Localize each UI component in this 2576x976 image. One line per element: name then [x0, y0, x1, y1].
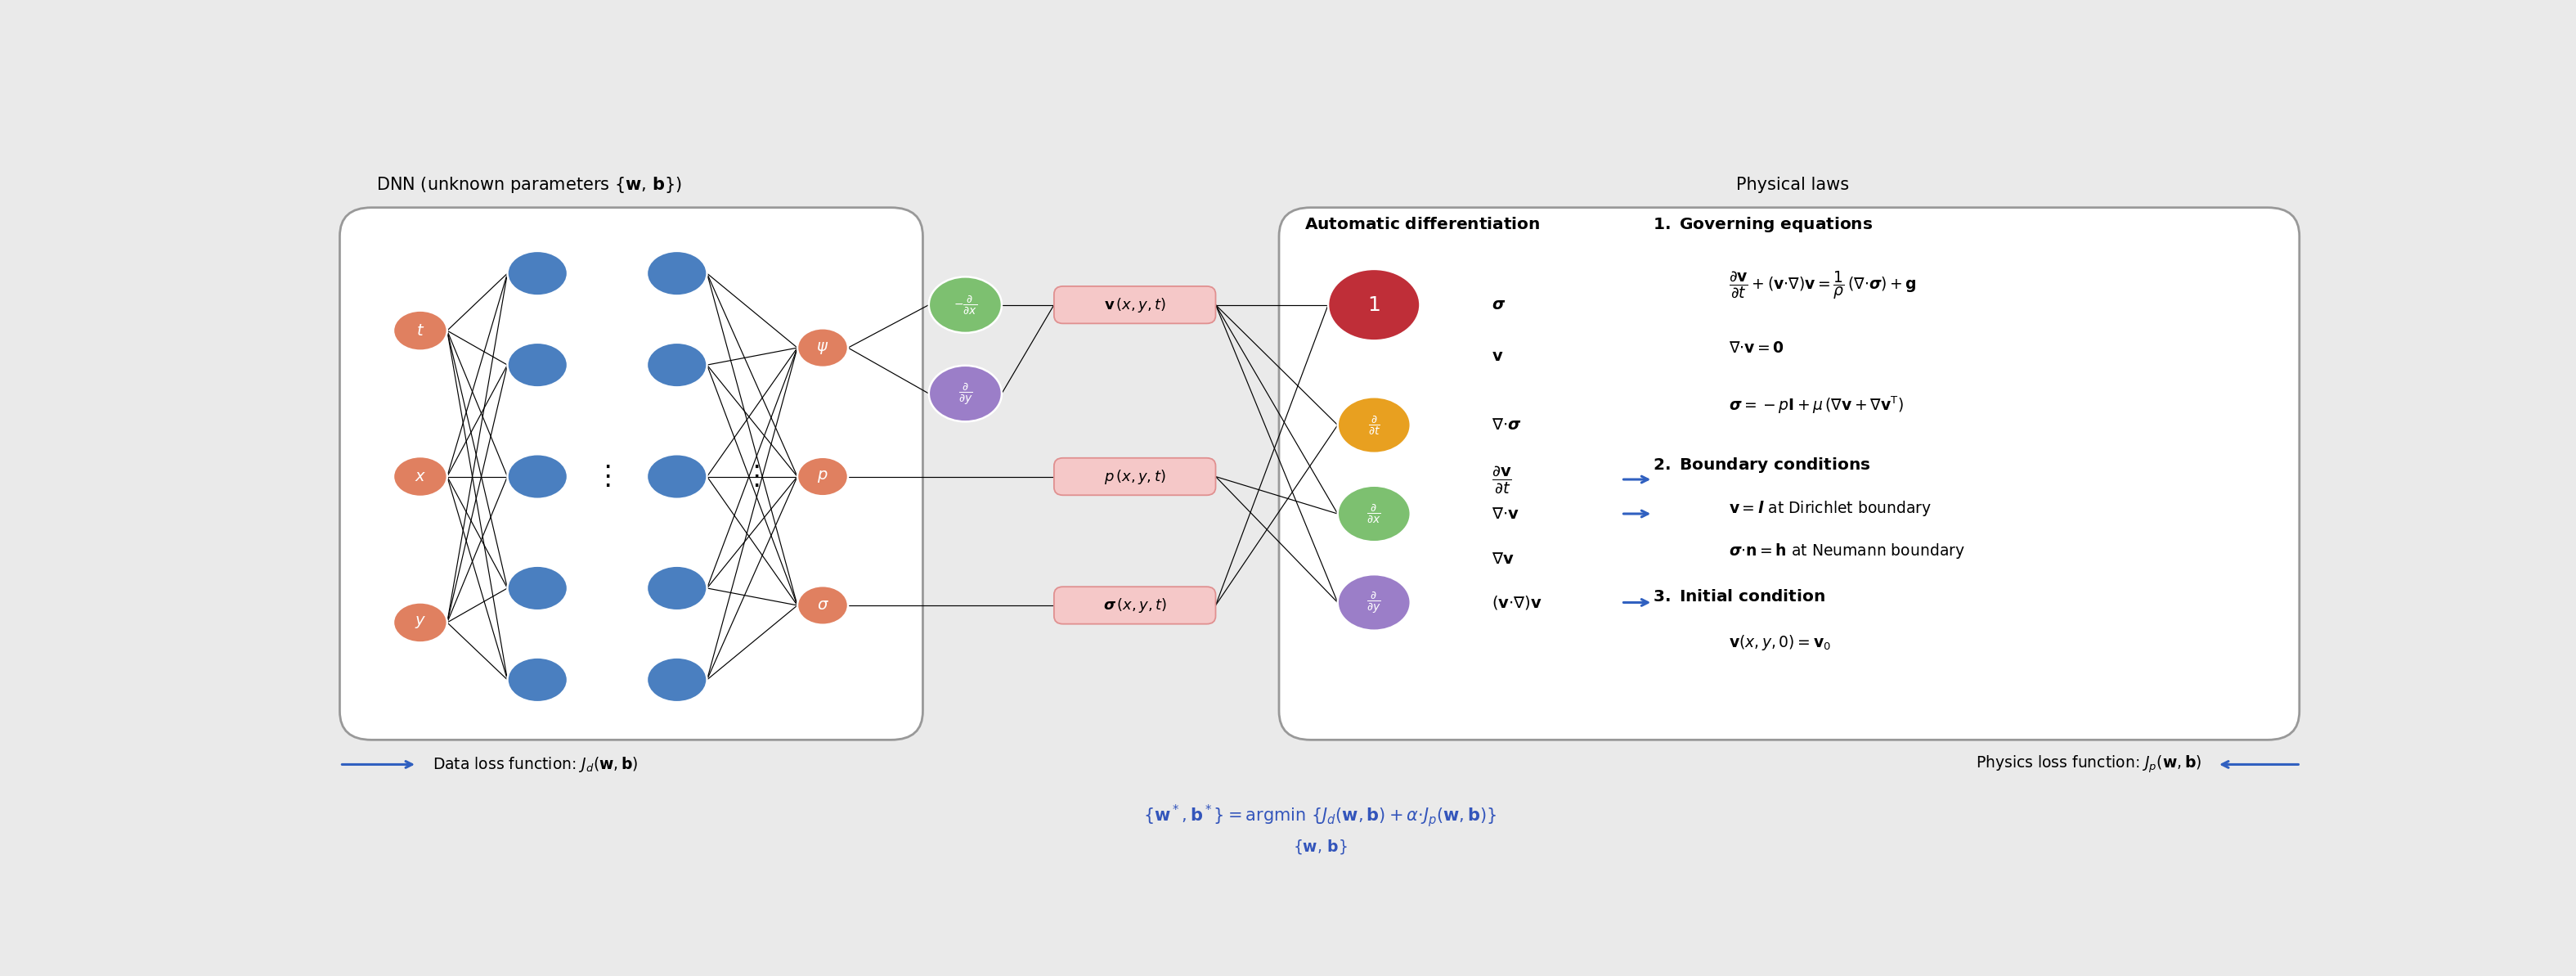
- Ellipse shape: [799, 328, 848, 367]
- FancyBboxPatch shape: [1054, 587, 1216, 624]
- FancyBboxPatch shape: [1280, 208, 2300, 740]
- Ellipse shape: [394, 602, 448, 642]
- Text: $\nabla{\cdot}\mathbf{v} = \mathbf{0}$: $\nabla{\cdot}\mathbf{v} = \mathbf{0}$: [1728, 340, 1785, 355]
- FancyBboxPatch shape: [1054, 458, 1216, 495]
- Ellipse shape: [647, 251, 706, 296]
- Ellipse shape: [799, 586, 848, 625]
- Ellipse shape: [1337, 397, 1412, 453]
- Text: $\dfrac{\partial}{\partial y}$: $\dfrac{\partial}{\partial y}$: [1368, 590, 1381, 615]
- Ellipse shape: [1329, 269, 1419, 341]
- Text: $t$: $t$: [417, 323, 425, 339]
- Text: Physics loss function: $J_p(\mathbf{w}, \mathbf{b})$: Physics loss function: $J_p(\mathbf{w}, …: [1976, 754, 2200, 775]
- Text: ⋮: ⋮: [742, 463, 770, 490]
- Text: $\nabla{\cdot}\mathbf{v}$: $\nabla{\cdot}\mathbf{v}$: [1492, 506, 1520, 521]
- Ellipse shape: [507, 658, 567, 702]
- Text: $\{\mathbf{w},\, \mathbf{b}\}$: $\{\mathbf{w},\, \mathbf{b}\}$: [1293, 837, 1347, 856]
- Text: $\dfrac{\partial \mathbf{v}}{\partial t} + (\mathbf{v}{\cdot}\nabla)\mathbf{v} =: $\dfrac{\partial \mathbf{v}}{\partial t}…: [1728, 269, 1917, 301]
- Text: $\mathbf{v}(x, y, 0) = \mathbf{v}_0$: $\mathbf{v}(x, y, 0) = \mathbf{v}_0$: [1728, 633, 1832, 652]
- Text: $p$: $p$: [817, 468, 829, 484]
- Text: $\mathbf{1.\ Governing\ equations}$: $\mathbf{1.\ Governing\ equations}$: [1654, 216, 1873, 234]
- FancyBboxPatch shape: [340, 208, 922, 740]
- Ellipse shape: [647, 566, 706, 611]
- Text: $\nabla{\cdot}\boldsymbol{\sigma}$: $\nabla{\cdot}\boldsymbol{\sigma}$: [1492, 418, 1522, 432]
- Text: $\sigma$: $\sigma$: [817, 597, 829, 613]
- Ellipse shape: [507, 251, 567, 296]
- Ellipse shape: [394, 310, 448, 350]
- Text: $\boldsymbol{\sigma}\,(x, y, t)$: $\boldsymbol{\sigma}\,(x, y, t)$: [1103, 596, 1167, 614]
- Text: $\dfrac{\partial \mathbf{v}}{\partial t}$: $\dfrac{\partial \mathbf{v}}{\partial t}…: [1492, 465, 1512, 495]
- Text: $x$: $x$: [415, 468, 425, 484]
- Ellipse shape: [507, 343, 567, 387]
- Text: ⋮: ⋮: [592, 463, 621, 490]
- FancyBboxPatch shape: [1054, 286, 1216, 323]
- Ellipse shape: [930, 277, 1002, 333]
- Text: $\boldsymbol{\sigma}{\cdot}\mathbf{n} = \mathbf{h}$ at Neumann boundary: $\boldsymbol{\sigma}{\cdot}\mathbf{n} = …: [1728, 542, 1965, 560]
- Text: $\dfrac{\partial}{\partial t}$: $\dfrac{\partial}{\partial t}$: [1368, 414, 1381, 436]
- Text: $\mathbf{v}$: $\mathbf{v}$: [1492, 348, 1504, 364]
- Ellipse shape: [394, 457, 448, 497]
- Ellipse shape: [507, 566, 567, 611]
- Text: $(\mathbf{v}{\cdot}\nabla)\mathbf{v}$: $(\mathbf{v}{\cdot}\nabla)\mathbf{v}$: [1492, 594, 1540, 611]
- Text: $\boldsymbol{\sigma}$: $\boldsymbol{\sigma}$: [1492, 297, 1504, 312]
- Text: Physical laws: Physical laws: [1736, 177, 1850, 193]
- Text: $-\dfrac{\partial}{\partial x}$: $-\dfrac{\partial}{\partial x}$: [953, 293, 976, 316]
- Text: $\{\mathbf{w}^*, \mathbf{b}^*\} = \mathrm{argmin}\ \{J_d(\mathbf{w}, \mathbf{b}): $\{\mathbf{w}^*, \mathbf{b}^*\} = \mathr…: [1144, 803, 1497, 829]
- Text: $\boldsymbol{\sigma} = -p\mathbf{I} + \mu\,(\nabla\mathbf{v} + \nabla\mathbf{v}^: $\boldsymbol{\sigma} = -p\mathbf{I} + \m…: [1728, 394, 1904, 416]
- Text: $y$: $y$: [415, 615, 425, 630]
- Ellipse shape: [507, 454, 567, 499]
- Text: $p\,(x, y, t)$: $p\,(x, y, t)$: [1105, 468, 1167, 486]
- Text: $\psi$: $\psi$: [817, 340, 829, 355]
- Text: DNN (unknown parameters {$\mathbf{w}$, $\mathbf{b}$}): DNN (unknown parameters {$\mathbf{w}$, $…: [376, 175, 683, 194]
- Text: $\dfrac{\partial}{\partial y}$: $\dfrac{\partial}{\partial y}$: [958, 381, 974, 406]
- Ellipse shape: [647, 343, 706, 387]
- Text: $\mathbf{3.\ Initial\ condition}$: $\mathbf{3.\ Initial\ condition}$: [1654, 589, 1826, 604]
- Ellipse shape: [647, 658, 706, 702]
- Text: $\nabla\mathbf{v}$: $\nabla\mathbf{v}$: [1492, 551, 1515, 567]
- Ellipse shape: [1337, 486, 1412, 542]
- Text: $\mathbf{Automatic\ differentiation}$: $\mathbf{Automatic\ differentiation}$: [1303, 217, 1540, 232]
- Ellipse shape: [1337, 575, 1412, 630]
- Text: $1$: $1$: [1368, 295, 1381, 314]
- Ellipse shape: [799, 457, 848, 496]
- Text: $\mathbf{v} = \boldsymbol{l}$ at Dirichlet boundary: $\mathbf{v} = \boldsymbol{l}$ at Dirichl…: [1728, 499, 1932, 517]
- Ellipse shape: [647, 454, 706, 499]
- Text: $\mathbf{v}\,(x, y, t)$: $\mathbf{v}\,(x, y, t)$: [1103, 296, 1167, 314]
- Text: Data loss function: $J_d(\mathbf{w}, \mathbf{b})$: Data loss function: $J_d(\mathbf{w}, \ma…: [433, 755, 639, 774]
- Text: $\dfrac{\partial}{\partial x}$: $\dfrac{\partial}{\partial x}$: [1368, 503, 1381, 525]
- Text: $\mathbf{2.\ Boundary\ conditions}$: $\mathbf{2.\ Boundary\ conditions}$: [1654, 456, 1870, 474]
- Ellipse shape: [930, 366, 1002, 422]
